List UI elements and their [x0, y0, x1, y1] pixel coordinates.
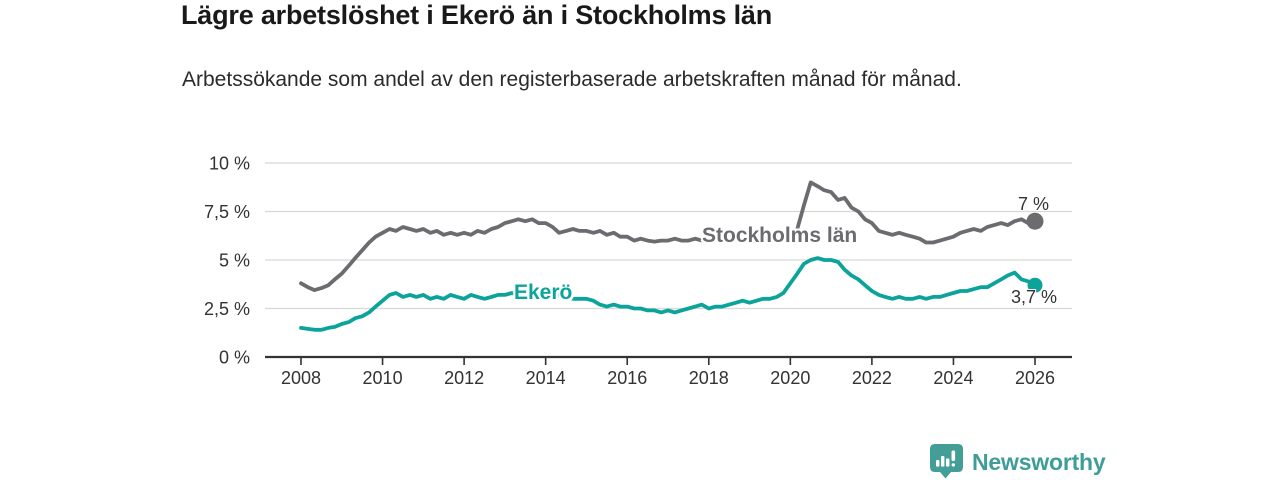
series-line-ekero [299, 256, 1037, 332]
y-tick-label: 0 % [219, 348, 250, 368]
end-value-label-ekero: 3,7 % [1010, 287, 1057, 307]
x-tick-label: 2012 [444, 368, 484, 388]
x-tick-label: 2008 [281, 368, 321, 388]
y-tick-label: 10 % [209, 154, 250, 174]
y-tick-label: 7,5 % [204, 202, 250, 222]
x-tick-label: 2022 [852, 368, 892, 388]
x-tick-label: 2018 [689, 368, 729, 388]
x-tick-label: 2014 [526, 368, 566, 388]
y-tick-label: 5 % [219, 251, 250, 271]
x-tick-label: 2016 [607, 368, 647, 388]
newsworthy-brand-link[interactable]: Newsworthy [930, 444, 1106, 479]
page-title: Lägre arbetslöshet i Ekerö än i Stockhol… [181, 0, 772, 30]
y-tick-label: 2,5 % [204, 299, 250, 319]
x-tick-label: 2020 [770, 368, 810, 388]
series-end-dot-stockholm [1026, 212, 1044, 230]
x-tick-label: 2026 [1015, 368, 1055, 388]
series-label-stockholms-lan: Stockholms län [702, 224, 858, 247]
x-tick-label: 2010 [363, 368, 403, 388]
chart-subtitle: Arbetssökande som andel av den registerb… [182, 68, 962, 91]
series-label-ekero: Ekerö [514, 281, 573, 304]
x-tick-label: 2024 [933, 368, 973, 388]
series-end-dot-ekero [1027, 277, 1043, 293]
end-value-label-stockholms-lan: 7 % [1017, 194, 1049, 214]
newsworthy-wordmark: Newsworthy [972, 448, 1106, 475]
series-line-stockholm [299, 180, 1037, 293]
newsworthy-logo-icon [930, 444, 963, 479]
